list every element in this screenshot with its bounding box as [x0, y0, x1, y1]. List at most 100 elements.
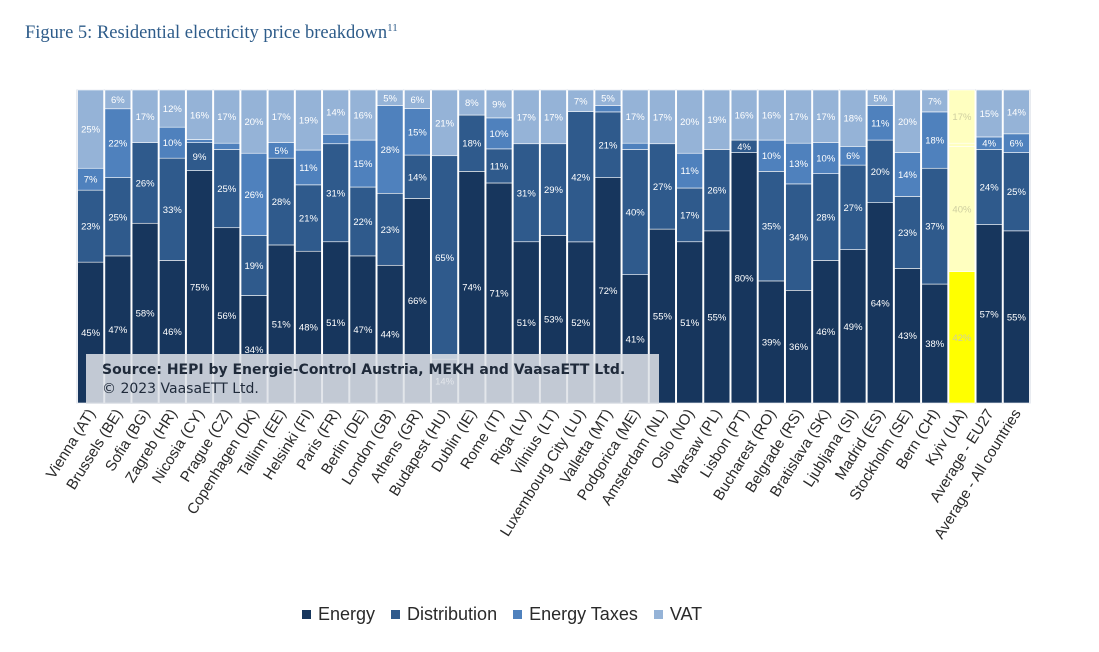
data-label: 23%	[898, 228, 918, 239]
data-label: 8%	[465, 98, 479, 109]
bar-segment-vat	[621, 89, 649, 144]
bar-segment-vat	[458, 89, 486, 116]
bar-segment-distribution	[404, 154, 431, 199]
data-label: 7%	[928, 96, 942, 107]
data-label: 6%	[846, 151, 860, 162]
data-label: 21%	[299, 214, 319, 225]
bar-segment-energy	[948, 271, 976, 404]
bar-segment-energy-taxes	[758, 139, 785, 172]
bar-segment-energy-taxes	[921, 111, 948, 169]
data-label: 12%	[163, 104, 183, 115]
data-label: 25%	[108, 212, 128, 223]
bar-segment-energy-taxes	[295, 149, 322, 186]
bar-segment-distribution	[867, 139, 894, 203]
data-label: 5%	[601, 93, 615, 104]
data-label: 17%	[136, 112, 156, 123]
data-label: 16%	[735, 111, 755, 122]
legend-item-energy: Energy	[302, 604, 375, 625]
data-label: 55%	[707, 312, 727, 323]
legend-label: Energy	[318, 603, 376, 624]
data-label: 47%	[353, 325, 373, 336]
data-label: 51%	[517, 318, 537, 329]
bar-segment-vat	[867, 89, 894, 106]
chart-legend: Energy Distribution Energy Taxes VAT	[302, 602, 718, 626]
data-label: 20%	[680, 117, 700, 128]
bar-segment-vat	[948, 89, 976, 144]
data-label: 11%	[680, 166, 699, 177]
data-label: 15%	[980, 109, 1000, 120]
data-label: 10%	[816, 154, 836, 165]
legend-label: Energy Taxes	[529, 603, 638, 624]
data-label: 40%	[952, 204, 972, 215]
bar-segment-distribution	[186, 142, 213, 171]
data-label: 39%	[762, 337, 782, 348]
data-label: 23%	[381, 225, 401, 236]
data-label: 9%	[193, 152, 207, 163]
bar-segment-distribution	[676, 187, 703, 243]
data-label: 17%	[272, 112, 292, 123]
bar-segment-distribution	[948, 146, 976, 272]
data-label: 34%	[244, 345, 264, 356]
data-label: 58%	[136, 309, 156, 320]
data-label: 18%	[925, 136, 945, 147]
data-label: 16%	[762, 111, 782, 122]
data-label: 25%	[1007, 187, 1027, 198]
bar-segment-vat	[975, 89, 1003, 138]
data-label: 31%	[326, 188, 346, 199]
data-label: 33%	[163, 205, 183, 216]
data-label: 53%	[544, 315, 564, 326]
data-label: 5%	[274, 146, 288, 157]
data-label: 80%	[735, 273, 755, 284]
bar-segment-vat	[513, 89, 540, 145]
bar-segment-distribution	[131, 142, 159, 224]
bar-segment-distribution	[621, 149, 649, 275]
bar-segment-vat	[703, 89, 731, 150]
legend-item-distribution: Distribution	[391, 604, 497, 625]
data-label: 17%	[217, 112, 237, 123]
bar-segment-vat	[921, 89, 948, 113]
data-label: 26%	[707, 186, 727, 197]
data-label: 27%	[653, 182, 673, 193]
data-label: 17%	[653, 112, 673, 123]
bar-segment-distribution	[1003, 152, 1030, 232]
bar-segment-vat	[1003, 89, 1030, 135]
data-label: 55%	[1007, 312, 1027, 323]
bar-segment-energy-taxes	[404, 108, 431, 156]
bar-segment-vat	[730, 89, 758, 141]
bar-segment-distribution	[513, 143, 540, 243]
bar-segment-distribution	[485, 148, 513, 184]
data-label: 51%	[680, 318, 700, 329]
bar-segment-energy-taxes	[785, 142, 812, 185]
data-label: 34%	[789, 233, 809, 244]
data-label: 7%	[84, 175, 98, 186]
bar-segment-vat	[349, 89, 377, 141]
bar-segment-distribution	[458, 114, 486, 172]
data-label: 4%	[982, 139, 996, 150]
data-label: 64%	[871, 298, 891, 309]
data-label: 26%	[244, 190, 264, 201]
bar-segment-energy	[758, 280, 785, 404]
data-label: 11%	[871, 118, 890, 129]
data-label: 15%	[408, 127, 428, 138]
data-label: 21%	[435, 118, 455, 129]
data-label: 42%	[571, 172, 591, 183]
data-label: 17%	[626, 112, 646, 123]
data-label: 14%	[898, 170, 918, 181]
bar-segment-energy-taxes	[376, 105, 404, 194]
bar-segment-energy-taxes	[894, 152, 921, 197]
bar-segment-distribution	[159, 157, 186, 261]
bar-segment-vat	[839, 89, 867, 147]
bar-segment-vat	[131, 89, 159, 143]
legend-swatch	[653, 609, 663, 619]
data-label: 16%	[353, 111, 373, 122]
data-label: 17%	[816, 112, 836, 123]
data-label: 20%	[898, 117, 918, 128]
data-label: 17%	[952, 112, 972, 123]
data-label: 42%	[952, 333, 972, 344]
data-label: 10%	[163, 138, 183, 149]
data-label: 9%	[492, 99, 506, 110]
data-label: 46%	[816, 327, 836, 338]
data-label: 27%	[844, 203, 864, 214]
bar-segment-distribution	[594, 111, 622, 178]
